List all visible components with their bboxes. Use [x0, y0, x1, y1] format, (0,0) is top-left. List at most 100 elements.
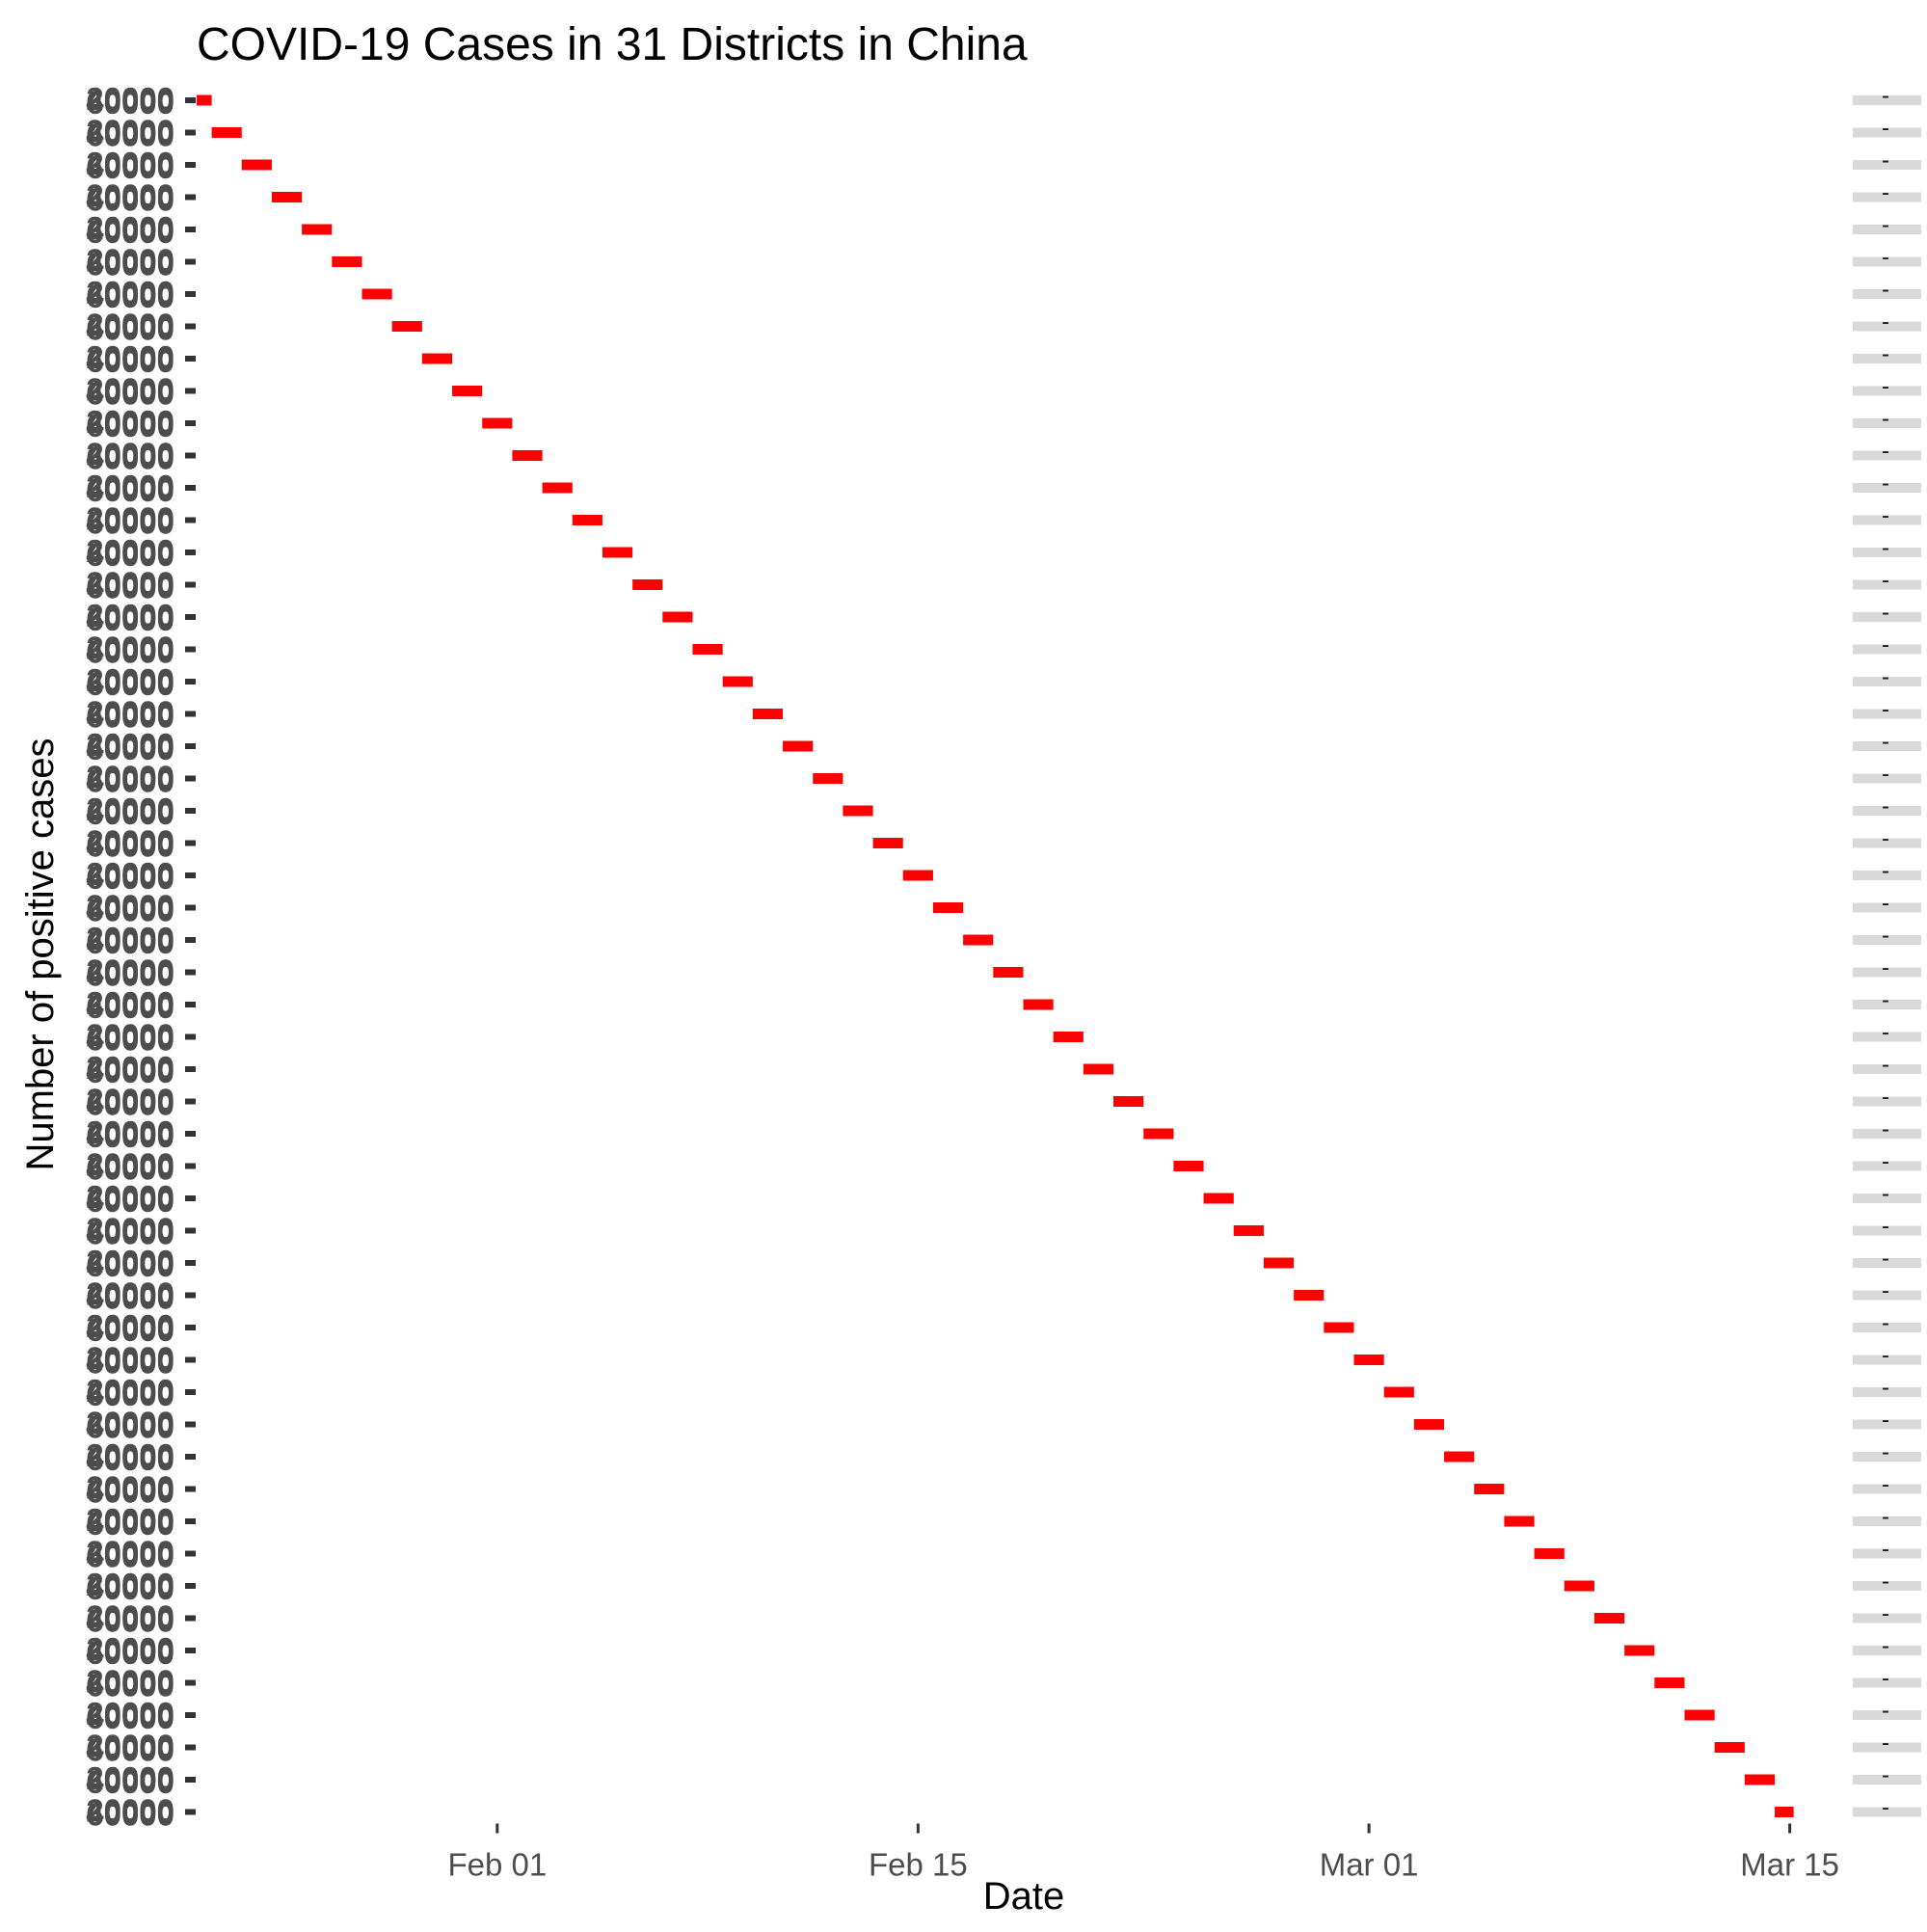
facet-strip-label: - — [1882, 600, 1889, 626]
y-tick-label: 20000 — [86, 1599, 174, 1635]
y-tick-label: 40000 — [86, 1666, 174, 1702]
y-tick-label: 60000 — [86, 795, 174, 831]
y-tick-label: 60000 — [86, 343, 174, 379]
y-tick-label: 20000 — [86, 1212, 174, 1248]
y-tick-mark — [185, 162, 196, 168]
y-tick-label: 40000 — [86, 1181, 174, 1217]
facet-strip-label: - — [1882, 245, 1889, 271]
y-tick-label: 20000 — [86, 1373, 174, 1409]
y-tick-label: 60000 — [86, 441, 174, 476]
facet-strip-label: - — [1882, 277, 1889, 303]
y-tick-label: 60000 — [86, 279, 174, 314]
y-tick-label: 40000 — [86, 987, 174, 1023]
y-tick-label: 40000 — [86, 1310, 174, 1346]
facet-strip-label: - — [1882, 1439, 1889, 1465]
facet-strip-label: - — [1882, 1633, 1889, 1659]
y-tick-label: 40000 — [86, 1795, 174, 1831]
y-tick-label: 60000 — [86, 1700, 174, 1735]
facet-strip — [1853, 548, 1921, 557]
y-tick-label: 40000 — [86, 1246, 174, 1281]
y-tick-label: 60000 — [86, 1118, 174, 1154]
y-tick-label: 20000 — [86, 856, 174, 892]
facet-strip — [1853, 515, 1921, 525]
y-tick-label: 40000 — [86, 470, 174, 506]
y-tick-label: 40000 — [86, 1343, 174, 1379]
y-tick-label: 60000 — [86, 1764, 174, 1800]
y-tick-mark — [185, 904, 196, 911]
y-tick-label: 20000 — [86, 533, 174, 569]
y-tick-mark — [185, 97, 196, 103]
y-tick-label: 20000 — [86, 695, 174, 731]
y-tick-label: 60000 — [86, 989, 174, 1025]
y-tick-mark — [185, 1518, 196, 1524]
facet-strip — [1853, 1194, 1921, 1203]
facet-strip-label: - — [1882, 762, 1889, 788]
y-tick-label: 20000 — [86, 178, 174, 214]
y-tick-mark — [185, 1550, 196, 1557]
y-tick-label: 20000 — [86, 1696, 174, 1731]
y-tick-label: 40000 — [86, 1731, 174, 1766]
facet-strip-label: - — [1882, 1795, 1889, 1821]
facet-strip-label: - — [1882, 1149, 1889, 1175]
y-tick-label: 40000 — [86, 1214, 174, 1249]
y-tick-label: 20000 — [86, 146, 174, 181]
facet-strip — [1853, 127, 1921, 138]
facet-strip — [1853, 709, 1921, 719]
y-tick-label: 20000 — [86, 953, 174, 989]
y-tick-label: 40000 — [86, 858, 174, 894]
facet-strip-label: - — [1882, 923, 1889, 949]
y-tick-label: 20000 — [86, 1567, 174, 1602]
y-tick-label: 60000 — [86, 214, 174, 250]
y-tick-label: 40000 — [86, 697, 174, 733]
facet-strip — [1853, 160, 1921, 170]
y-tick-mark — [185, 808, 196, 814]
facet-strip-label: - — [1882, 1214, 1889, 1240]
y-tick-label: 60000 — [86, 1087, 174, 1122]
y-tick-label: 20000 — [86, 1664, 174, 1700]
y-tick-label: 40000 — [86, 1149, 174, 1185]
y-tick-label: 40000 — [86, 1278, 174, 1314]
facet-strip-label: - — [1882, 632, 1889, 658]
y-tick-label: 60000 — [86, 602, 174, 637]
y-tick-mark — [185, 1389, 196, 1395]
facet-strip — [1853, 450, 1921, 461]
facet-strip — [1853, 741, 1921, 751]
facet-strip — [1853, 612, 1921, 622]
facet-strip-label: - — [1882, 729, 1889, 755]
y-tick-label: 40000 — [86, 180, 174, 216]
facet-strip — [1853, 1064, 1921, 1074]
facet-strip-label: - — [1882, 1731, 1889, 1757]
facet-strip — [1853, 1419, 1921, 1430]
facet-strip — [1853, 1161, 1921, 1171]
y-tick-label: 40000 — [86, 1439, 174, 1475]
y-tick-label: 60000 — [86, 1280, 174, 1316]
facet-strip-label: - — [1882, 1052, 1889, 1078]
facet-strip-label: - — [1882, 212, 1889, 238]
facet-strip-label: - — [1882, 793, 1889, 819]
y-tick-mark — [185, 1777, 196, 1783]
y-tick-label: 40000 — [86, 1601, 174, 1637]
y-tick-label: 40000 — [86, 1408, 174, 1443]
facet-strip — [1853, 1129, 1921, 1139]
facet-strip-label: - — [1882, 1181, 1889, 1207]
y-tick-label: 20000 — [86, 727, 174, 763]
y-tick-label: 20000 — [86, 1179, 174, 1215]
x-tick-label: Mar 15 — [1740, 1847, 1839, 1883]
